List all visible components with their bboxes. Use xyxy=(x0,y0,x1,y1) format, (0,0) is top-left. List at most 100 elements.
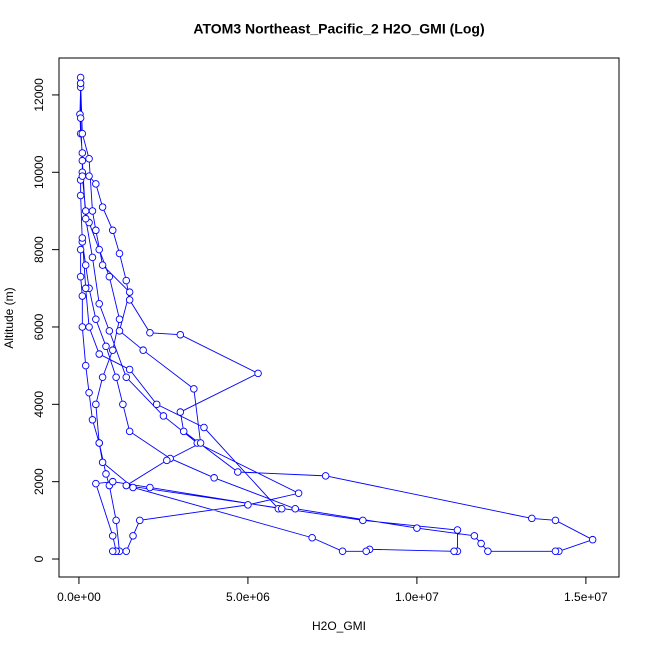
x-tick-label: 0.0e+00 xyxy=(57,590,101,604)
data-point xyxy=(112,516,120,525)
data-point xyxy=(294,489,303,498)
data-point xyxy=(125,365,134,374)
data-point xyxy=(115,327,124,335)
data-point xyxy=(119,400,127,409)
data-point xyxy=(551,516,560,525)
data-point xyxy=(413,524,421,532)
data-point xyxy=(179,427,188,436)
y-tick-label: 4000 xyxy=(32,391,46,418)
data-point xyxy=(115,315,124,323)
data-point xyxy=(159,412,168,420)
data-point xyxy=(78,156,87,165)
data-point xyxy=(105,327,114,335)
data-point xyxy=(92,479,100,488)
data-point xyxy=(85,388,93,397)
y-axis-label: Altitude (m) xyxy=(2,287,16,348)
data-point xyxy=(362,547,370,556)
data-point xyxy=(125,288,134,296)
data-point xyxy=(176,408,185,416)
x-tick-label: 5.0e+06 xyxy=(226,590,270,604)
data-point xyxy=(102,342,110,351)
data-point xyxy=(338,547,347,556)
data-point xyxy=(88,253,97,262)
data-point xyxy=(277,504,286,513)
data-point xyxy=(76,114,85,122)
data-point xyxy=(81,284,90,293)
data-point xyxy=(78,234,87,242)
data-point xyxy=(200,423,208,432)
data-point xyxy=(129,483,137,492)
data-point xyxy=(470,532,479,540)
data-point xyxy=(234,468,242,476)
data-point xyxy=(139,346,147,354)
data-point xyxy=(477,539,485,548)
x-axis-label: H2O_GMI xyxy=(312,619,366,633)
data-point xyxy=(78,129,87,138)
data-point xyxy=(122,276,131,285)
data-point xyxy=(108,346,117,354)
y-tick-label: 2000 xyxy=(32,468,46,495)
data-point xyxy=(308,533,316,542)
data-point xyxy=(108,547,117,556)
data-point xyxy=(129,532,137,540)
data-point xyxy=(122,373,131,382)
data-point xyxy=(76,79,85,88)
data-point xyxy=(176,330,185,339)
data-point xyxy=(453,526,462,534)
data-point xyxy=(108,477,117,486)
data-point xyxy=(92,315,100,323)
data-point xyxy=(88,207,97,215)
data-point xyxy=(196,439,205,447)
data-point xyxy=(95,350,103,358)
data-point xyxy=(484,547,492,556)
x-tick-label: 1.0e+07 xyxy=(395,590,439,604)
data-point xyxy=(112,373,120,382)
data-point xyxy=(146,483,154,492)
data-point xyxy=(76,245,85,254)
data-point xyxy=(105,272,114,281)
data-point xyxy=(115,249,124,258)
data-point xyxy=(85,323,93,331)
data-point xyxy=(321,472,330,480)
y-tick-label: 10000 xyxy=(32,155,46,189)
data-point xyxy=(98,261,107,269)
data-point xyxy=(359,516,367,525)
data-point xyxy=(78,149,87,157)
data-point xyxy=(85,154,93,163)
data-point xyxy=(81,207,90,215)
data-point xyxy=(102,470,110,478)
data-point xyxy=(163,456,171,465)
data-point xyxy=(81,261,90,269)
data-point xyxy=(136,516,144,525)
data-point xyxy=(108,532,117,540)
data-point xyxy=(190,385,198,393)
data-point xyxy=(78,323,87,331)
data-point xyxy=(95,245,103,254)
data-point xyxy=(92,226,100,235)
data-point xyxy=(85,172,93,180)
data-point xyxy=(95,300,103,308)
data-point xyxy=(210,474,218,482)
data-point xyxy=(291,504,299,513)
data-point xyxy=(551,547,560,556)
y-tick-label: 8000 xyxy=(32,236,46,263)
data-point xyxy=(98,373,107,382)
data-point xyxy=(122,481,131,490)
data-point xyxy=(76,272,85,281)
data-point xyxy=(92,400,100,409)
data-point xyxy=(81,214,90,223)
data-point xyxy=(108,226,117,235)
data-point xyxy=(78,292,87,300)
data-point xyxy=(450,547,458,556)
chart-title: ATOM3 Northeast_Pacific_2 H2O_GMI (Log) xyxy=(193,21,484,37)
data-point xyxy=(146,329,154,337)
plot-frame xyxy=(58,57,620,578)
data-point xyxy=(95,439,103,447)
data-point xyxy=(98,458,107,467)
data-point xyxy=(76,191,85,200)
data-point xyxy=(92,180,100,188)
data-point xyxy=(528,514,536,523)
y-tick-label: 6000 xyxy=(32,313,46,340)
